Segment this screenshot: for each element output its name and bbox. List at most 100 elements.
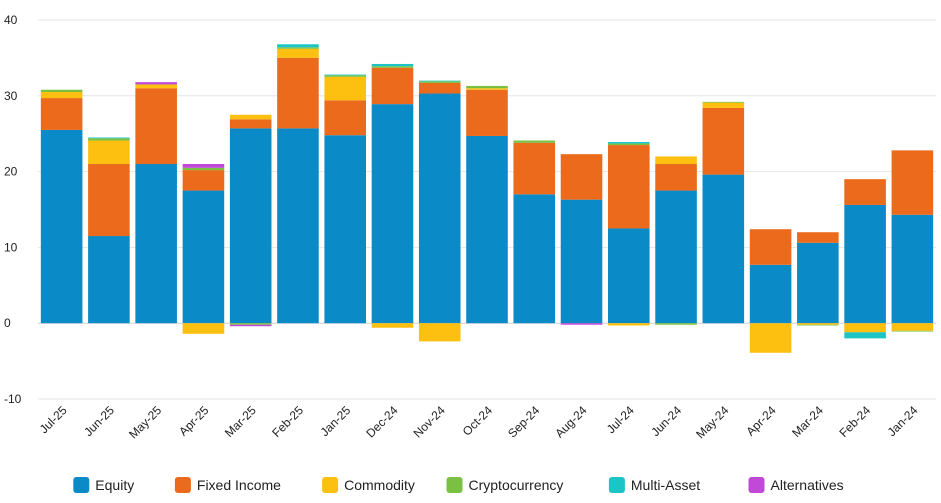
legend-item-commodity[interactable]: Commodity <box>322 477 415 493</box>
bar-segment-commodity[interactable] <box>655 156 697 165</box>
bar-segment-fixed-income[interactable] <box>418 82 461 94</box>
bar-segment-equity[interactable] <box>324 135 367 324</box>
bar-segment-cryptocurrency[interactable] <box>371 66 414 68</box>
y-tick-label: 30 <box>4 89 18 103</box>
bar-segment-fixed-income[interactable] <box>844 179 886 205</box>
bar-segment-commodity[interactable] <box>229 114 272 120</box>
legend-item-alternatives[interactable]: Alternatives <box>748 477 844 493</box>
bar-segment-equity[interactable] <box>655 190 697 324</box>
bar-segment-multi-asset[interactable] <box>607 142 650 144</box>
bar-segment-cryptocurrency[interactable] <box>182 167 225 171</box>
bar-segment-multi-asset[interactable] <box>418 80 461 82</box>
bar-segment-commodity[interactable] <box>135 84 177 89</box>
bar-segment-multi-asset[interactable] <box>88 137 130 139</box>
bar-segment-cryptocurrency[interactable] <box>324 75 367 77</box>
bar-segment-commodity[interactable] <box>418 323 461 342</box>
bar-segment-equity[interactable] <box>371 104 414 324</box>
bar-segment-alternatives[interactable] <box>182 164 225 168</box>
bar-segment-equity[interactable] <box>229 128 272 324</box>
bar-segment-fixed-income[interactable] <box>277 57 319 129</box>
bar-segment-fixed-income[interactable] <box>229 119 272 129</box>
bar-segment-fixed-income[interactable] <box>40 98 83 130</box>
bar-segment-equity[interactable] <box>418 93 461 324</box>
bar-segment-fixed-income[interactable] <box>797 232 839 243</box>
bar-segment-cryptocurrency[interactable] <box>418 81 461 83</box>
bar-segment-fixed-income[interactable] <box>371 67 414 105</box>
bar-segment-equity[interactable] <box>891 214 934 324</box>
bar-segment-alternatives[interactable] <box>560 323 603 325</box>
bar-segment-equity[interactable] <box>135 164 177 324</box>
bar-segment-cryptocurrency[interactable] <box>797 324 839 326</box>
bar-segment-commodity[interactable] <box>702 102 745 108</box>
legend-item-multi-asset[interactable]: Multi-Asset <box>608 477 700 493</box>
x-tick-label: Aug-24 <box>552 403 589 440</box>
bar-segment-fixed-income[interactable] <box>891 150 934 215</box>
bar-segment-equity[interactable] <box>513 194 556 324</box>
bar-segment-cryptocurrency[interactable] <box>513 140 556 143</box>
bar-segment-fixed-income[interactable] <box>182 170 225 191</box>
bar-segment-fixed-income[interactable] <box>513 142 556 195</box>
x-tick-label: Jan-25 <box>317 403 353 439</box>
bar-segment-fixed-income[interactable] <box>749 229 792 265</box>
bar-segment-equity[interactable] <box>749 264 792 324</box>
y-tick-label: 40 <box>4 13 18 27</box>
bar-segment-equity[interactable] <box>560 199 603 324</box>
bar-segment-fixed-income[interactable] <box>655 164 697 191</box>
bar-segment-equity[interactable] <box>702 174 745 324</box>
x-tick-label: May-24 <box>693 403 731 441</box>
bar-segment-equity[interactable] <box>40 129 83 324</box>
bar-segment-cryptocurrency[interactable] <box>607 143 650 146</box>
bar-segment-commodity[interactable] <box>371 323 414 328</box>
bar-segment-fixed-income[interactable] <box>88 164 130 237</box>
bar-segment-fixed-income[interactable] <box>135 88 177 165</box>
bar-segment-commodity[interactable] <box>607 323 650 326</box>
bar-segment-fixed-income[interactable] <box>607 145 650 229</box>
x-tick-label: Oct-24 <box>460 403 496 439</box>
bar-segment-fixed-income[interactable] <box>702 107 745 175</box>
bar-segment-cryptocurrency[interactable] <box>40 89 83 93</box>
y-axis: -10 0 10 20 30 40 <box>4 13 22 406</box>
bar-segment-commodity[interactable] <box>182 323 225 334</box>
bar-segment-cryptocurrency[interactable] <box>466 85 508 89</box>
bar-segment-cryptocurrency[interactable] <box>88 138 130 141</box>
bar-segment-cryptocurrency[interactable] <box>891 330 934 332</box>
bar-segment-fixed-income[interactable] <box>466 89 508 136</box>
bar-segment-commodity[interactable] <box>324 76 367 101</box>
y-tick-label: 0 <box>4 316 11 330</box>
bar-segment-cryptocurrency[interactable] <box>655 323 697 325</box>
bar-segment-equity[interactable] <box>88 236 130 324</box>
bar-segment-equity[interactable] <box>466 135 508 324</box>
bar-segment-equity[interactable] <box>277 128 319 324</box>
bar-segment-cryptocurrency[interactable] <box>702 101 745 103</box>
bar-segment-commodity[interactable] <box>844 323 886 333</box>
bar-segment-equity[interactable] <box>182 190 225 324</box>
bar-segment-multi-asset[interactable] <box>844 332 886 339</box>
bar-segment-alternatives[interactable] <box>229 324 272 327</box>
bar-segment-multi-asset[interactable] <box>277 44 319 48</box>
bar-segment-multi-asset[interactable] <box>324 74 367 76</box>
bar-segment-commodity[interactable] <box>749 323 792 353</box>
bar-segment-cryptocurrency[interactable] <box>277 47 319 49</box>
bar-segment-equity[interactable] <box>797 242 839 324</box>
bar-segment-commodity[interactable] <box>277 48 319 58</box>
bar-segment-commodity[interactable] <box>40 92 83 99</box>
bar-segment-fixed-income[interactable] <box>324 100 367 136</box>
bar-segment-commodity[interactable] <box>797 323 839 325</box>
bar-segment-commodity[interactable] <box>466 88 508 90</box>
legend-item-fixed-income[interactable]: Fixed Income <box>174 477 281 493</box>
bar-segment-equity[interactable] <box>607 228 650 324</box>
legend-item-cryptocurrency[interactable]: Cryptocurrency <box>446 477 564 493</box>
bar-segment-cryptocurrency[interactable] <box>229 323 272 325</box>
bar-segment-fixed-income[interactable] <box>560 154 603 200</box>
bar-segment-commodity[interactable] <box>88 140 130 165</box>
legend-swatch <box>748 477 765 493</box>
bar-segment-equity[interactable] <box>844 204 886 324</box>
legend: Equity Fixed Income Commodity Cryptocurrenc… <box>73 477 844 493</box>
legend-item-equity[interactable]: Equity <box>73 477 134 493</box>
bar-segment-commodity[interactable] <box>891 323 934 331</box>
legend-swatch <box>446 477 463 493</box>
x-tick-label: Mar-24 <box>789 403 826 440</box>
bar-segment-multi-asset[interactable] <box>371 63 414 67</box>
bar-segment-alternatives[interactable] <box>135 82 177 85</box>
